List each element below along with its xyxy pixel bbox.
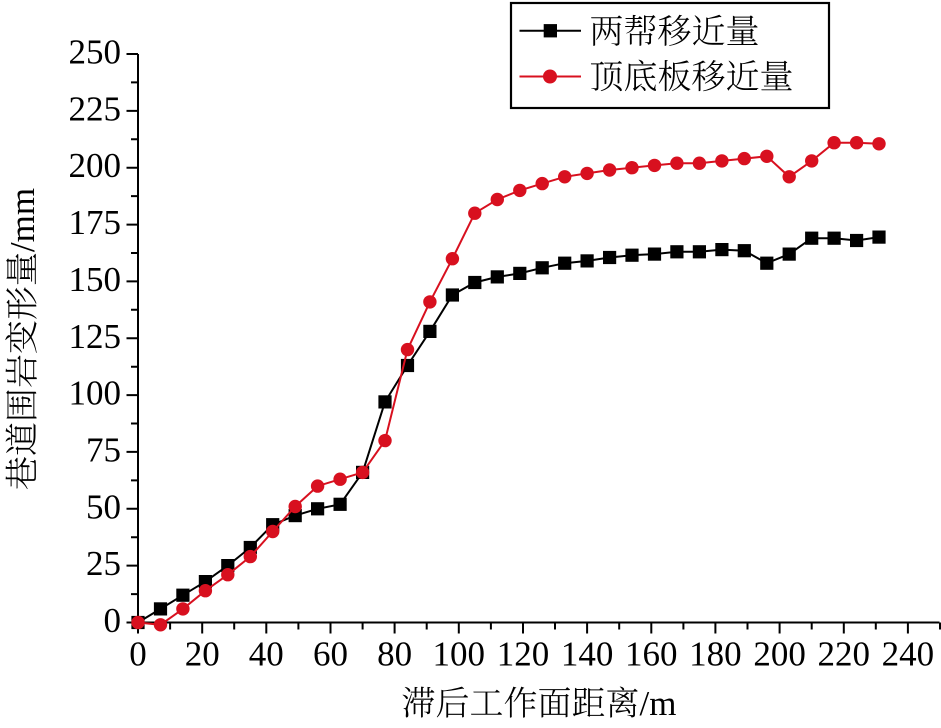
svg-text:75: 75 [86, 430, 121, 469]
svg-text:/mm: /mm [3, 188, 42, 252]
svg-text:40: 40 [249, 635, 284, 674]
svg-text:25: 25 [86, 544, 121, 583]
svg-text:/m: /m [640, 684, 677, 723]
svg-text:240: 240 [882, 635, 935, 674]
svg-text:220: 220 [818, 635, 871, 674]
svg-text:0: 0 [129, 635, 147, 674]
svg-text:80: 80 [377, 635, 412, 674]
svg-text:60: 60 [313, 635, 348, 674]
svg-text:225: 225 [69, 89, 122, 128]
svg-text:140: 140 [561, 635, 614, 674]
svg-text:0: 0 [104, 601, 122, 640]
svg-text:200: 200 [69, 146, 122, 185]
svg-text:100: 100 [433, 635, 486, 674]
svg-text:180: 180 [689, 635, 742, 674]
svg-text:125: 125 [69, 317, 122, 356]
svg-text:250: 250 [69, 33, 122, 72]
svg-text:100: 100 [69, 374, 122, 413]
svg-text:120: 120 [497, 635, 550, 674]
svg-text:150: 150 [69, 260, 122, 299]
svg-text:50: 50 [86, 487, 121, 526]
svg-text:200: 200 [753, 635, 806, 674]
svg-text:175: 175 [69, 203, 122, 242]
svg-text:20: 20 [185, 635, 220, 674]
svg-text:160: 160 [625, 635, 678, 674]
